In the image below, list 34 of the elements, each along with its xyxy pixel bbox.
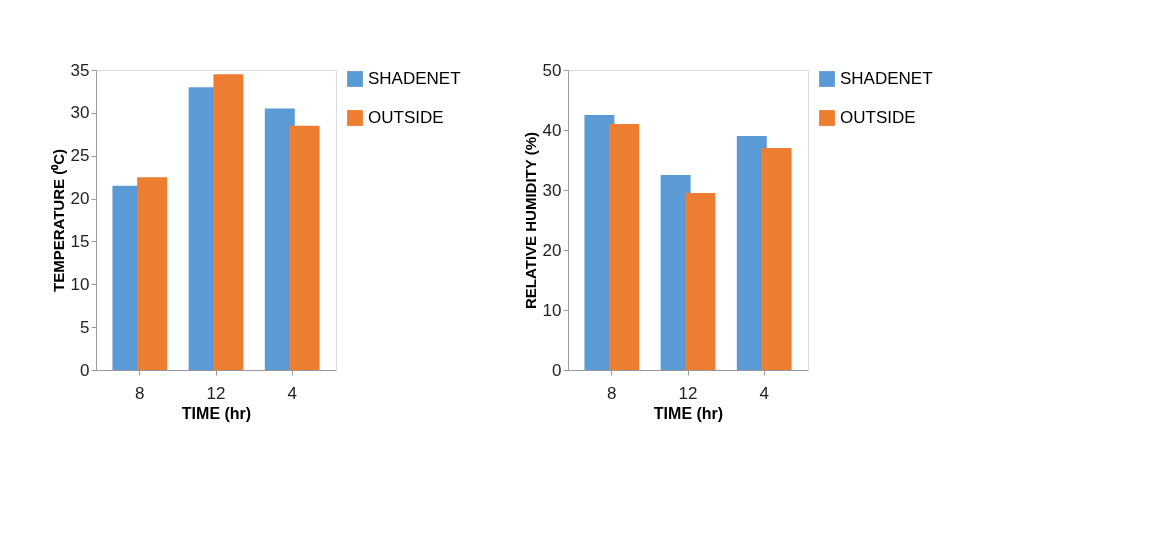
x-axis-title: TIME (hr) [181,404,252,422]
y-tick-label: 20 [70,189,90,209]
y-tick-label: 25 [70,146,90,166]
legend-label: OUTSIDE [840,108,916,127]
bar [213,74,244,370]
y-tick-label: 15 [70,231,90,251]
bar [609,124,640,370]
y-tick-label: 20 [542,240,562,260]
y-tick-label: 30 [542,180,562,200]
y-tick-label: 5 [80,317,90,337]
legend-label: SHADENET [840,69,933,88]
y-tick-label: 0 [552,360,562,380]
y-tick-label: 0 [80,360,90,380]
x-axis-title: TIME (hr) [653,404,724,422]
y-tick-label: 35 [70,60,90,80]
x-tick-label: 8 [607,383,617,403]
y-tick-label: 40 [542,120,562,140]
x-tick-label: 12 [206,383,226,403]
bar [685,193,716,370]
y-tick-label: 10 [542,300,562,320]
bar [761,148,792,370]
legend-label: OUTSIDE [368,108,444,127]
x-tick-label: 4 [759,383,769,403]
y-tick-label: 30 [70,103,90,123]
x-tick-label: 4 [287,383,297,403]
legend-label: SHADENET [368,69,461,88]
x-tick-label: 8 [135,383,145,403]
bar [289,125,320,370]
y-tick-label: 10 [70,274,90,294]
y-axis-title: TEMPERATURE (⁰C) [49,148,67,293]
y-axis-title: RELATIVE HUMIDITY (%) [521,132,539,309]
y-tick-label: 50 [542,60,562,80]
bar [137,177,168,370]
x-tick-label: 12 [678,383,698,403]
